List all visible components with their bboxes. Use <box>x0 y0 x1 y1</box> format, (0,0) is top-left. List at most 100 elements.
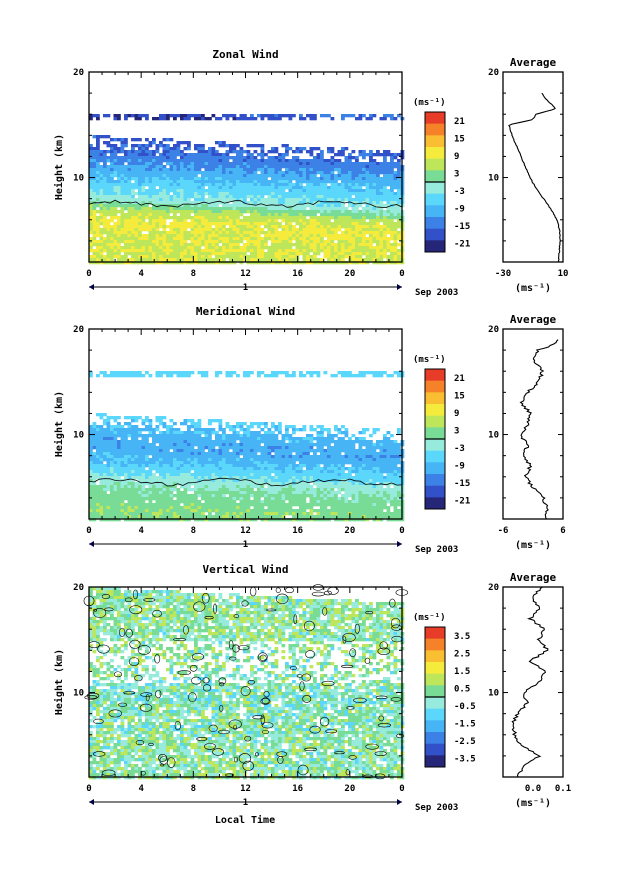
heatmap-cell <box>281 249 286 253</box>
heatmap-cell <box>225 222 230 226</box>
heatmap-cell <box>348 174 352 178</box>
heatmap-cell <box>323 467 328 471</box>
heatmap-cell <box>113 449 118 453</box>
heatmap-cell <box>250 458 254 462</box>
heatmap-cell <box>183 246 188 250</box>
heatmap-cell <box>264 440 268 444</box>
heatmap-cell <box>218 168 223 172</box>
heatmap-cell <box>316 162 321 166</box>
heatmap-cell <box>330 207 335 211</box>
heatmap-cell <box>260 371 265 375</box>
heatmap-cell <box>281 114 286 118</box>
heatmap-cell <box>386 153 391 157</box>
heatmap-cell <box>260 186 265 190</box>
heatmap-cell <box>92 180 97 184</box>
heatmap-cell <box>106 150 111 154</box>
heatmap-cell <box>243 186 247 190</box>
heatmap-cell <box>173 428 177 432</box>
heatmap-cell <box>257 374 261 378</box>
heatmap-cell <box>337 225 342 229</box>
heatmap-cell <box>169 210 174 214</box>
heatmap-cell <box>239 174 244 178</box>
heatmap-cell <box>358 195 363 199</box>
heatmap-cell <box>131 419 135 423</box>
heatmap-cell <box>295 198 300 202</box>
heatmap-cell <box>215 443 219 447</box>
heatmap-cell <box>267 159 272 163</box>
heatmap-cell <box>106 470 111 474</box>
heatmap-cell <box>246 452 251 456</box>
heatmap-cell <box>271 177 275 181</box>
heatmap-cell <box>334 243 338 247</box>
heatmap-cell <box>169 231 174 235</box>
heatmap-cell <box>292 225 296 229</box>
heatmap-cell <box>397 231 401 235</box>
heatmap-cell <box>246 165 251 169</box>
heatmap-cell <box>211 147 216 151</box>
colorbar-swatch <box>425 217 445 229</box>
heatmap-cell <box>127 461 132 465</box>
heatmap-cell <box>376 428 380 432</box>
heatmap-cell <box>232 177 237 181</box>
heatmap-cell <box>152 162 156 166</box>
heatmap-cell <box>243 222 247 226</box>
heatmap-cell <box>257 234 261 238</box>
heatmap-cell <box>239 422 244 426</box>
heatmap-cell <box>334 231 338 235</box>
heatmap-cell <box>187 147 191 151</box>
heatmap-cell <box>225 467 230 471</box>
heatmap-cell <box>351 207 356 211</box>
heatmap-cell <box>372 216 377 220</box>
heatmap-cell <box>253 237 258 241</box>
heatmap-cell <box>320 443 324 447</box>
heatmap-cell <box>344 249 349 253</box>
heatmap-cell <box>330 440 335 444</box>
heatmap-cell <box>229 240 233 244</box>
heatmap-cell <box>281 446 286 450</box>
heatmap-cell <box>243 210 247 214</box>
heatmap-cell <box>215 371 219 375</box>
heatmap-cell <box>218 237 223 241</box>
heatmap-cell <box>344 243 349 247</box>
heatmap-cell <box>337 449 342 453</box>
heatmap-cell <box>393 177 398 181</box>
heatmap-cell <box>166 467 170 471</box>
heatmap-cell <box>106 258 111 262</box>
heatmap-cell <box>264 222 268 226</box>
heatmap-cell <box>358 458 363 462</box>
heatmap-cell <box>113 431 118 435</box>
heatmap-cell <box>120 165 125 169</box>
heatmap-cell <box>232 458 237 462</box>
heatmap-cell <box>124 249 128 253</box>
heatmap-cell <box>313 195 317 199</box>
heatmap-cell <box>166 153 170 157</box>
heatmap-cell <box>120 207 125 211</box>
heatmap-cell <box>215 234 219 238</box>
heatmap-cell <box>113 443 118 447</box>
heatmap-cell <box>320 437 324 441</box>
heatmap-cell <box>351 162 356 166</box>
heatmap-cell <box>138 216 142 220</box>
heatmap-cell <box>166 189 170 193</box>
heatmap-cell <box>110 371 114 375</box>
heatmap-cell <box>292 258 296 262</box>
heatmap-cell <box>215 249 219 253</box>
heatmap-cell <box>127 183 132 187</box>
heatmap-cell <box>253 437 258 441</box>
heatmap-cell <box>386 195 391 199</box>
heatmap-cell <box>138 168 142 172</box>
heatmap-cell <box>320 431 324 435</box>
heatmap-cell <box>211 114 216 118</box>
heatmap-cell <box>232 117 237 121</box>
heatmap-cell <box>183 446 188 450</box>
heatmap-cell <box>281 225 286 229</box>
heatmap-cell <box>246 117 251 121</box>
heatmap-cell <box>92 171 97 175</box>
heatmap-cell <box>190 434 195 438</box>
heatmap-cell <box>204 246 209 250</box>
heatmap-cell <box>253 204 258 208</box>
heatmap-cell <box>159 195 163 199</box>
heatmap-cell <box>267 231 272 235</box>
heatmap-cell <box>306 449 310 453</box>
heatmap-cell <box>369 446 373 450</box>
